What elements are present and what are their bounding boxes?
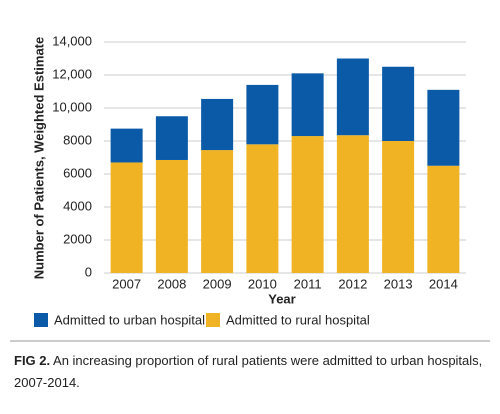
bar-segment (427, 165, 460, 273)
bar-segment (291, 73, 324, 137)
bar-segment (110, 128, 143, 163)
caption-label: FIG 2. (14, 353, 51, 368)
bar-segment (382, 141, 415, 273)
y-tick-label: 14,000 (52, 33, 92, 48)
bar-segment (336, 58, 369, 136)
x-axis-label: Year (268, 291, 295, 306)
y-tick-label: 0 (85, 264, 92, 279)
caption-text: An increasing proportion of rural patien… (14, 353, 483, 390)
y-tick-label: 6000 (63, 165, 92, 180)
x-tick-label: 2013 (384, 276, 413, 291)
x-tick-label: 2014 (429, 276, 458, 291)
y-tick-label: 2000 (63, 231, 92, 246)
bar-segment (201, 150, 234, 273)
y-tick-label: 8000 (63, 132, 92, 147)
bar-segment (382, 66, 415, 141)
x-tick-label: 2009 (203, 276, 232, 291)
legend-label: Admitted to urban hospital (54, 312, 205, 327)
bar-segment (246, 84, 279, 145)
x-tick-label: 2007 (112, 276, 141, 291)
y-tick-label: 12,000 (52, 66, 92, 81)
y-axis-label: Number of Patients, Weighted Estimate (31, 37, 46, 279)
bar-segment (201, 98, 234, 151)
caption: FIG 2. An increasing proportion of rural… (14, 350, 484, 394)
chart: Number of Patients, Weighted Estimate Ye… (10, 33, 490, 342)
bar-segment (427, 89, 460, 166)
bar-segment (110, 162, 143, 273)
legend-swatch (206, 313, 220, 327)
x-tick-label: 2012 (338, 276, 367, 291)
y-tick-label: 4000 (63, 198, 92, 213)
bar-segment (155, 159, 188, 273)
bar-segment (246, 144, 279, 273)
legend-label: Admitted to rural hospital (226, 312, 370, 327)
bar-segment (336, 135, 369, 273)
x-tick-label: 2010 (248, 276, 277, 291)
bar-segment (155, 116, 188, 160)
y-tick-label: 10,000 (52, 99, 92, 114)
legend-swatch (34, 313, 48, 327)
bar-segment (291, 136, 324, 273)
x-tick-label: 2011 (294, 276, 322, 291)
x-tick-label: 2008 (157, 276, 186, 291)
